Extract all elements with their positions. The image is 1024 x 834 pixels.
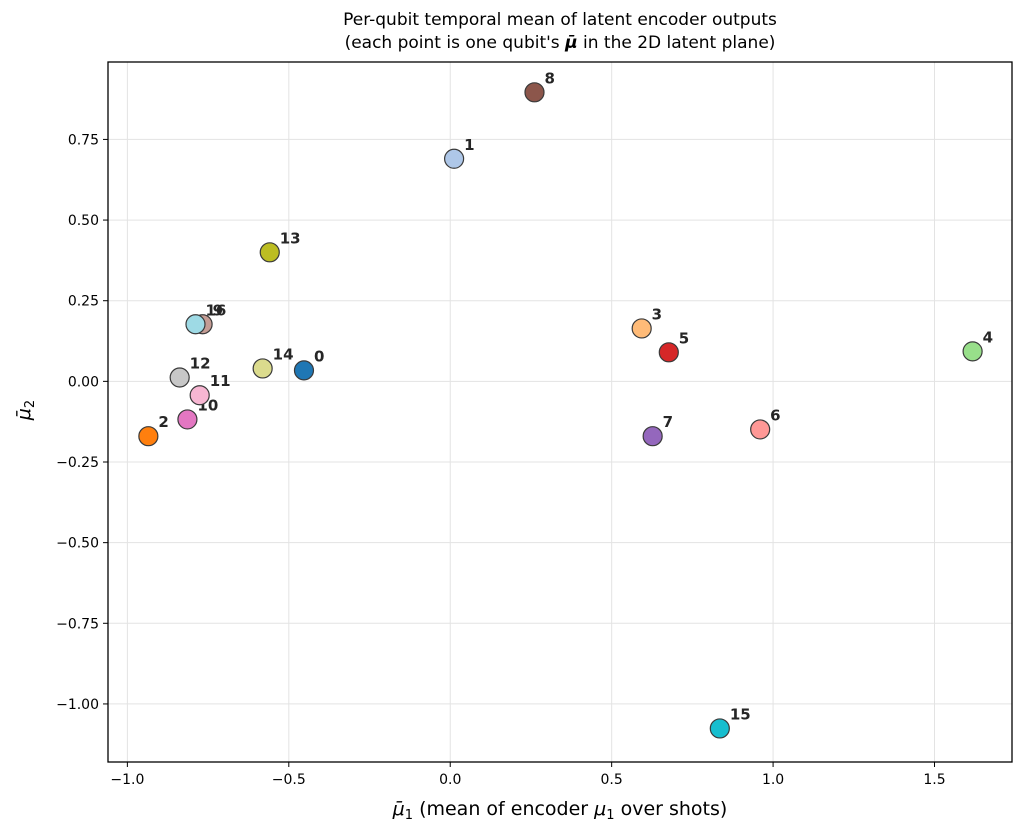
point-qubit-15	[709, 718, 730, 739]
x-tick-label: −1.0	[110, 772, 144, 788]
point-qubit-8	[524, 82, 545, 103]
point-label-3: 3	[652, 305, 662, 323]
point-qubit-14	[252, 358, 273, 379]
y-axis-label: μ̄2	[13, 400, 38, 421]
point-label-5: 5	[679, 329, 689, 347]
x-tick-label: 0.5	[601, 772, 623, 788]
subtitle-suffix: in the 2D latent plane)	[578, 33, 776, 53]
point-qubit-3	[631, 318, 652, 339]
xlabel-symbol: μ̄	[392, 798, 405, 820]
point-label-6: 6	[770, 406, 780, 424]
ylabel-sub: 2	[23, 400, 38, 408]
subtitle-symbol: μ̄	[564, 33, 578, 53]
y-tick-label: 0.50	[68, 213, 99, 229]
y-tick-label: −0.75	[56, 616, 99, 632]
xlabel-text: (mean of encoder	[413, 798, 594, 820]
point-label-16: 16	[205, 301, 226, 319]
point-label-1: 1	[464, 136, 474, 154]
y-tick-label: −0.25	[56, 455, 99, 471]
xlabel-symbol2: μ	[593, 798, 606, 820]
point-qubit-13	[259, 242, 280, 263]
point-label-14: 14	[273, 345, 294, 363]
point-qubit-6	[750, 419, 771, 440]
y-tick-label: 0.25	[68, 294, 99, 310]
point-qubit-4	[962, 341, 983, 362]
point-label-9: 9	[213, 301, 223, 319]
axes-frame	[107, 61, 1013, 763]
x-tick-label: 1.5	[923, 772, 945, 788]
chart-title: Per-qubit temporal mean of latent encode…	[343, 10, 777, 30]
x-tick-label: −0.5	[272, 772, 306, 788]
point-qubit-7	[642, 426, 663, 447]
x-tick-label: 1.0	[762, 772, 784, 788]
point-qubit-10	[177, 409, 198, 430]
xlabel-tail: over shots)	[615, 798, 728, 820]
y-tick-label: −1.00	[56, 697, 99, 713]
chart-subtitle: (each point is one qubit's μ̄ in the 2D …	[345, 33, 776, 53]
xlabel-sub: 1	[405, 808, 413, 823]
ylabel-symbol: μ̄	[13, 408, 35, 421]
point-label-12: 12	[190, 354, 211, 372]
y-tick-label: 0.75	[68, 132, 99, 148]
x-tick-label: 0.0	[439, 772, 461, 788]
point-label-8: 8	[544, 69, 554, 87]
point-qubit-1	[444, 148, 465, 169]
point-qubit-11	[189, 385, 210, 406]
point-label-0: 0	[314, 347, 324, 365]
x-axis-label: μ̄1 (mean of encoder μ1 over shots)	[392, 798, 728, 823]
point-qubit-16	[185, 314, 206, 335]
point-qubit-12	[169, 367, 190, 388]
point-label-2: 2	[158, 413, 168, 431]
point-label-15: 15	[730, 705, 751, 723]
grid	[108, 62, 1012, 762]
y-tick-label: 0.00	[68, 374, 99, 390]
point-label-7: 7	[663, 413, 673, 431]
point-label-4: 4	[983, 328, 993, 346]
y-tick-label: −0.50	[56, 536, 99, 552]
point-qubit-5	[658, 342, 679, 363]
xlabel-sub2: 1	[606, 808, 614, 823]
ticks: −1.0 −0.5 0.0 0.5 1.0 1.5 0.75 0.50 0.25 0.00 −0.2…	[56, 132, 946, 788]
point-label-13: 13	[280, 229, 301, 247]
subtitle-prefix: (each point is one qubit's	[345, 33, 566, 53]
point-qubit-2	[138, 426, 159, 447]
point-label-11: 11	[210, 372, 231, 390]
point-qubit-0	[293, 360, 315, 381]
